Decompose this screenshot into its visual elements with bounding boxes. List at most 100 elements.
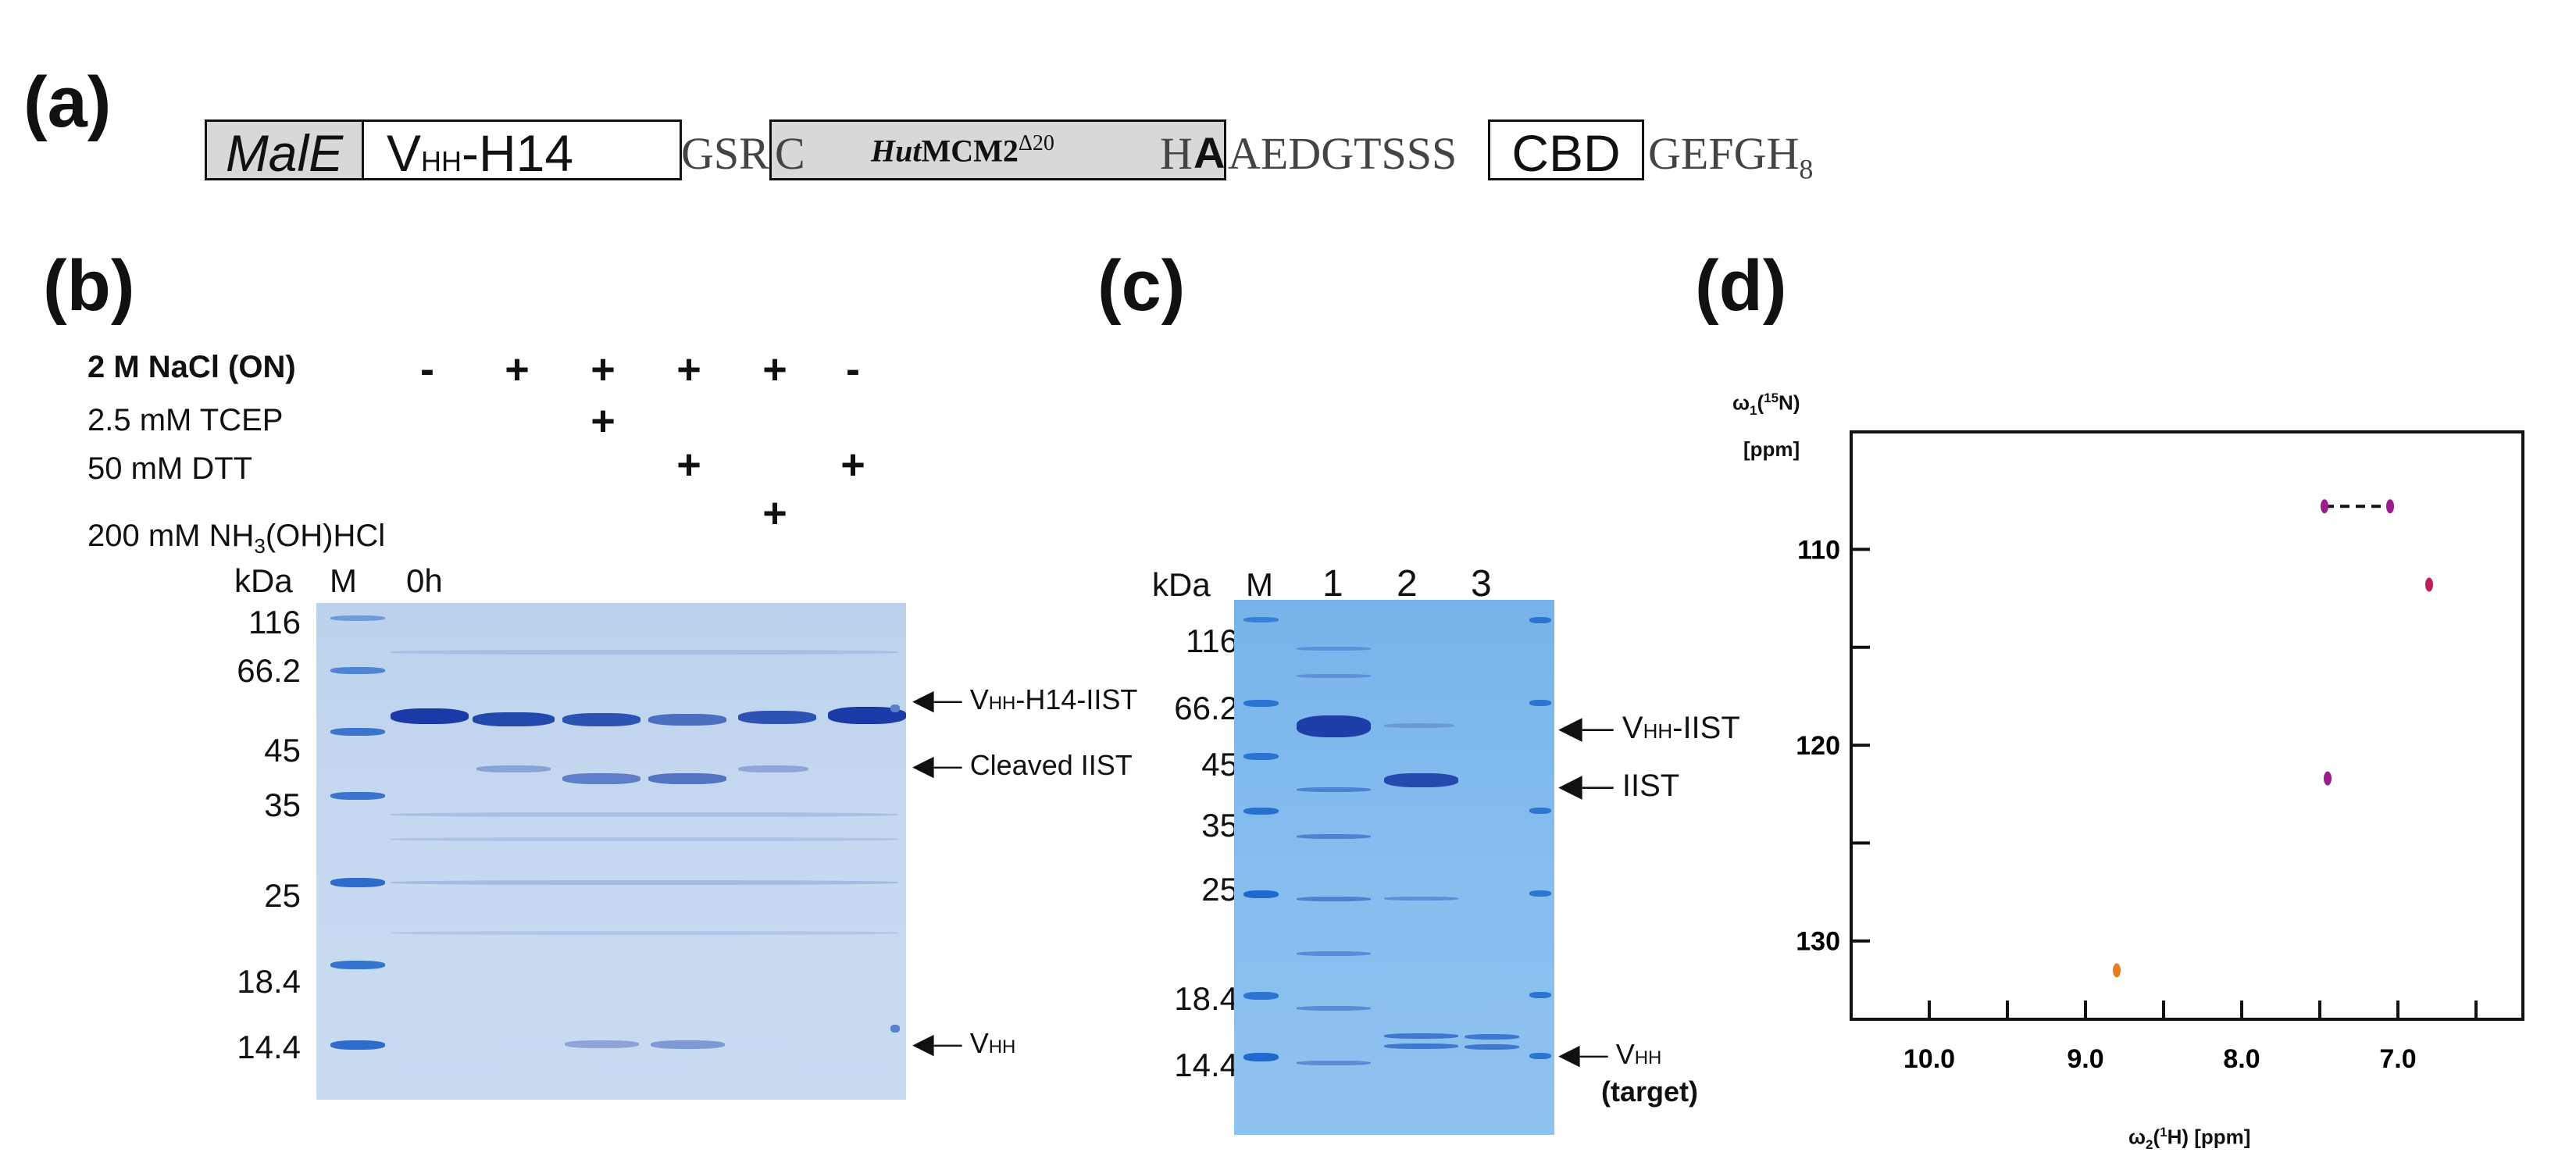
mark-r0-c4: +	[762, 346, 787, 393]
linker-gsr: GSR	[681, 128, 769, 179]
panel-c-label: (c)	[1097, 246, 1186, 326]
faint-band	[391, 837, 898, 841]
faint-band	[391, 880, 898, 885]
faint-band	[1297, 1006, 1371, 1011]
gel-c-lane-3: 3	[1471, 563, 1492, 605]
mark-r3-c4: +	[762, 490, 787, 537]
gel-b-mw: 25	[264, 877, 301, 914]
y-tick-label: 120	[1796, 731, 1840, 761]
edge-mark	[1529, 890, 1551, 897]
gel-c-lane-m: M	[1246, 566, 1273, 603]
faint-band	[1297, 787, 1371, 792]
vhh-band	[1384, 1043, 1458, 1049]
plot-frame	[1850, 430, 2524, 1021]
cbd-label: CBD	[1511, 124, 1621, 182]
marker-band	[1243, 753, 1279, 760]
tail-sequence: GEFGH8	[1648, 128, 1814, 185]
linker-aedgtsss: AEDGTSSS	[1228, 128, 1457, 179]
male-box	[205, 119, 364, 180]
cleaved-band	[476, 765, 551, 772]
gel-c-mw: 116	[1186, 622, 1238, 659]
x-axis-title: ω2(1H) [ppm]	[2128, 1125, 2251, 1152]
fusion-band	[562, 713, 640, 726]
gel-b-image	[316, 603, 906, 1100]
vhh-h14-box	[362, 119, 682, 180]
vhh-band	[1465, 1044, 1519, 1050]
gel-c-mw: 66.2	[1174, 690, 1238, 726]
gel-c-mw: 18.4	[1174, 980, 1238, 1017]
x-tick-label: 8.0	[2223, 1044, 2260, 1074]
vhh-h14-label: VHH-H14	[387, 124, 574, 182]
gel-c-fusion-annotation: ◀— VHH-IIST	[1558, 711, 1740, 745]
gel-c-lane-1: 1	[1322, 563, 1343, 605]
mark-r0-c3: +	[676, 346, 701, 393]
cleaved-band	[738, 765, 808, 772]
panel-d-label: (d)	[1695, 246, 1787, 326]
faint-band	[1384, 723, 1454, 728]
fusion-band	[391, 708, 469, 724]
cleaved-band	[562, 773, 640, 784]
gel-b-mw: 18.4	[237, 963, 301, 1000]
marker-band	[1243, 890, 1279, 898]
gel-b-cleaved-annotation: ◀— Cleaved IIST	[912, 749, 1133, 781]
vhh-band	[651, 1040, 725, 1049]
marker-band	[1243, 617, 1279, 622]
gel-b-mw: 35	[264, 787, 301, 823]
gel-b-kda: kDa	[234, 562, 293, 599]
faint-band	[1297, 674, 1371, 678]
fusion-band	[828, 707, 906, 724]
x-tick-label: 9.0	[2067, 1044, 2103, 1074]
x-tick-label: 7.0	[2379, 1044, 2416, 1074]
edge-mark	[1529, 1053, 1551, 1059]
mark-r0-c5: -	[846, 346, 860, 393]
marker-band	[330, 615, 385, 621]
fusion-band	[473, 712, 555, 726]
edge-mark	[1529, 808, 1551, 814]
faint-band	[1297, 897, 1371, 901]
edge-mark	[1529, 992, 1551, 998]
cleaved-band	[648, 773, 726, 784]
marker-band	[330, 1040, 385, 1050]
vhh-band	[1384, 1033, 1458, 1039]
marker-band	[330, 878, 385, 887]
faint-band	[391, 650, 898, 655]
marker-band	[330, 728, 385, 736]
gel-c-mw: 14.4	[1174, 1047, 1238, 1083]
nmr-peak	[2324, 771, 2332, 786]
cbd-box	[1488, 119, 1644, 180]
gel-c-iist-annotation: ◀— IIST	[1558, 769, 1680, 803]
gel-c-kda: kDa	[1152, 566, 1211, 603]
vhh-band	[1465, 1034, 1519, 1040]
faint-band	[1297, 834, 1371, 839]
marker-band	[330, 667, 385, 674]
y-tick-label: 130	[1796, 927, 1840, 957]
cond-tcep: 2.5 mM TCEP	[87, 403, 284, 437]
cond-nacl: 2 M NaCl (ON)	[87, 350, 296, 384]
mark-r0-c2: +	[590, 346, 615, 393]
gel-c-lane-2: 2	[1397, 563, 1418, 605]
panel-a-label: (a)	[23, 62, 112, 142]
gel-b-mw: 116	[248, 604, 301, 640]
marker-band	[330, 961, 385, 969]
nmr-peak	[2386, 499, 2394, 514]
nmr-peak	[2113, 963, 2121, 978]
gel-b-vhh-annotation: ◀— VHH	[912, 1027, 1016, 1059]
faint-band	[1297, 1061, 1371, 1065]
panel-b-label: (b)	[43, 246, 135, 326]
intein-c: C	[775, 128, 805, 179]
edge-mark	[890, 1025, 900, 1033]
edge-mark	[1529, 700, 1551, 706]
faint-band	[391, 812, 898, 817]
faint-band	[391, 931, 898, 935]
faint-band	[1384, 897, 1458, 901]
y-axis-title: ω1(15N)	[1732, 391, 1800, 418]
marker-band	[1243, 1053, 1279, 1061]
intein-name: HutMCM2Δ20	[871, 131, 1054, 169]
gel-c-vhh-annotation: ◀— VHH	[1558, 1038, 1662, 1070]
gel-b-fusion-annotation: ◀— VHH-H14-IIST	[912, 683, 1138, 715]
y-tick-label: 110	[1797, 535, 1840, 565]
mark-r1-c2: +	[590, 398, 615, 444]
gel-c-mw: 35	[1201, 807, 1238, 844]
gel-c-image	[1234, 600, 1554, 1135]
gel-b-time: 0h	[406, 562, 443, 599]
